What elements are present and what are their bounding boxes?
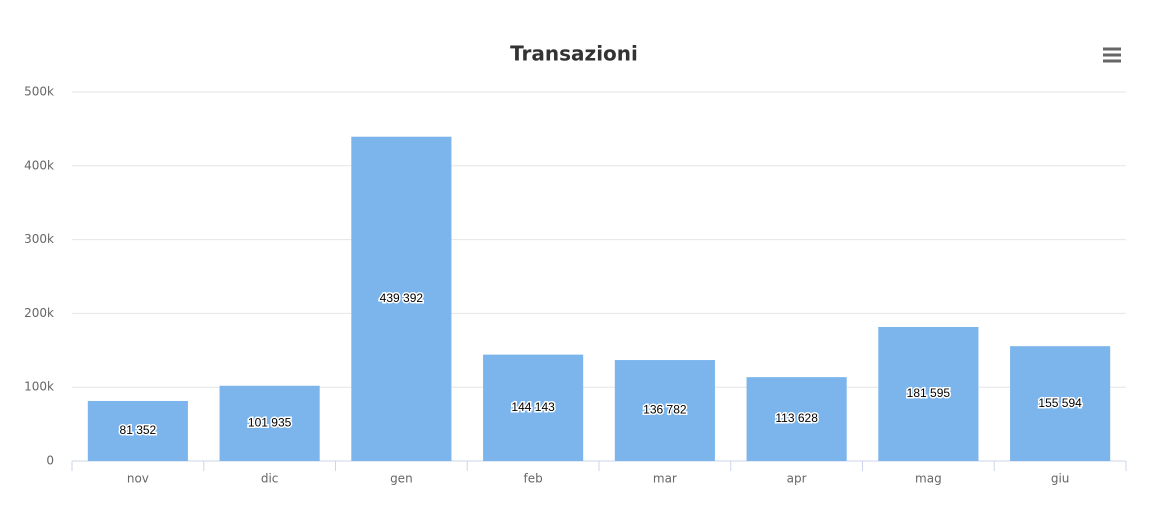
y-tick-label: 500k [24,85,54,99]
data-label: 439 392 [380,291,424,305]
x-tick-label: apr [787,472,807,486]
data-label: 155 594 [1038,396,1082,410]
x-tick-label: nov [127,472,149,486]
x-tick-label: mag [915,472,942,486]
bar [878,326,979,461]
data-label: 81 352 [120,423,157,437]
y-tick-label: 300k [24,232,54,246]
data-label: 136 782 [643,403,687,417]
bar [614,360,715,461]
bar [219,385,320,461]
bar [351,136,452,461]
y-tick-label: 100k [24,380,54,394]
x-tick-label: feb [524,472,543,486]
menu-button[interactable] [1097,42,1127,68]
chart-title: Transazioni [510,42,638,66]
data-label: 101 935 [248,416,292,430]
bar [483,354,584,461]
data-label: 144 143 [511,400,555,414]
bar [87,400,188,461]
x-tick-label: giu [1051,472,1070,486]
data-label: 113 628 [775,411,818,425]
x-tick-label: mar [653,472,677,486]
bar [1010,346,1111,461]
data-label: 181 595 [907,386,951,400]
x-tick-label: dic [261,472,279,486]
bar [746,377,847,461]
y-tick-label: 200k [24,306,54,320]
y-tick-label: 400k [24,158,54,172]
y-tick-label: 0 [46,454,54,468]
x-tick-label: gen [390,472,413,486]
